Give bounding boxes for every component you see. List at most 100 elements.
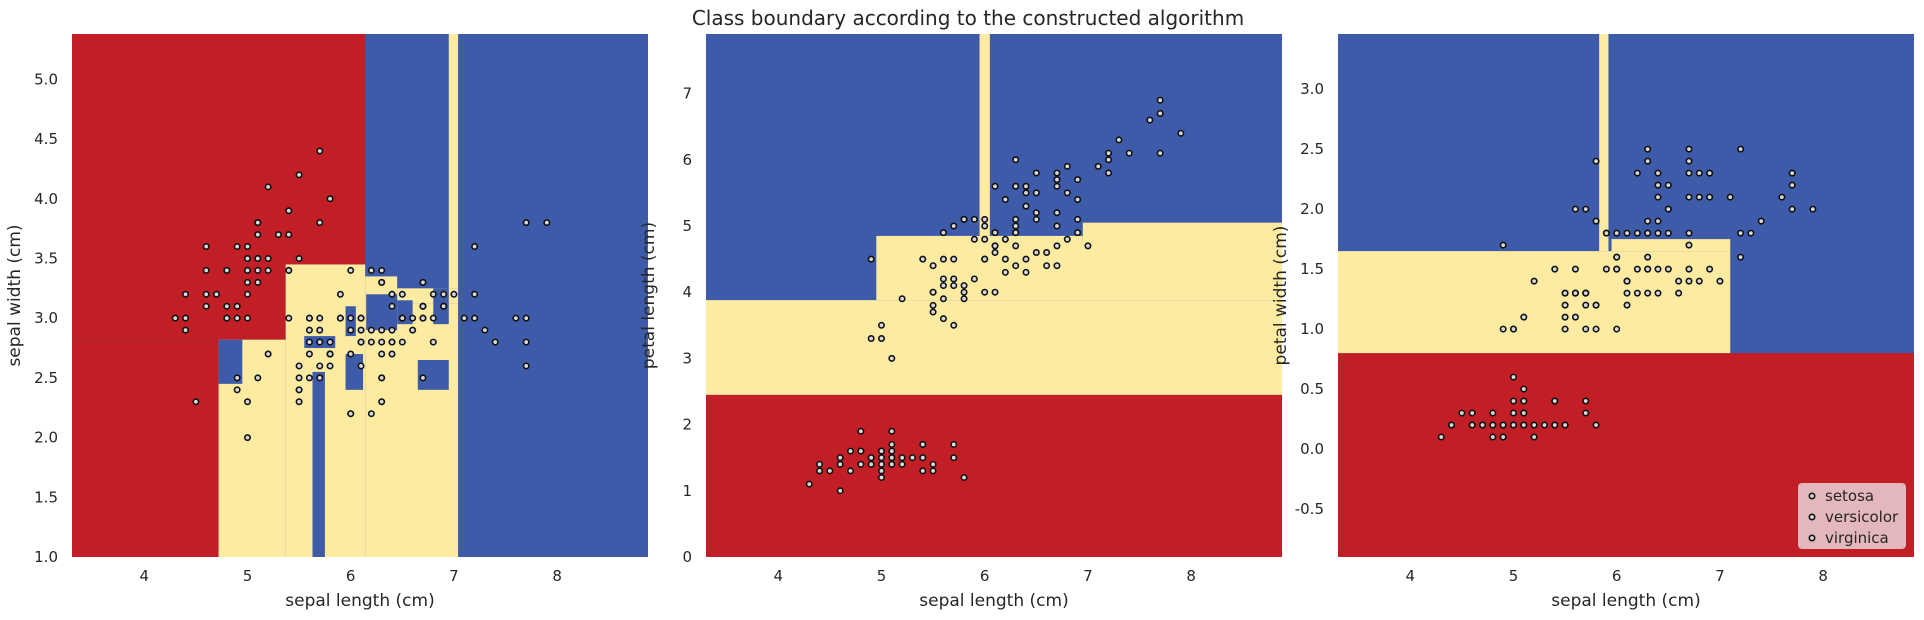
data-point [295,171,303,179]
data-point [1695,277,1703,285]
data-point [1685,229,1693,237]
decision-region-setosa [72,264,286,340]
data-point [1520,397,1528,405]
decision-region-versicolor [1082,222,1282,243]
data-point [233,374,241,382]
y-tick-label: 1.0 [34,548,58,566]
y-axis-label: petal length (cm) [639,222,659,369]
data-point [1737,229,1745,237]
decision-region-virginica [345,354,364,390]
x-tick-label: 8 [1186,567,1196,585]
data-point [223,302,231,310]
data-point [1664,229,1672,237]
data-point [471,314,479,322]
data-point [305,338,313,346]
data-point [471,290,479,298]
decision-region-setosa [72,34,366,265]
data-point [1509,373,1517,381]
data-point [1654,193,1662,201]
data-point [939,255,947,263]
data-point [295,386,303,394]
data-point [950,275,958,283]
decision-region-virginica [366,294,398,331]
data-point [1613,325,1621,333]
data-point [471,243,479,251]
data-point [1063,235,1071,243]
data-point [1551,421,1559,429]
data-point [939,315,947,323]
data-point [991,182,999,190]
data-point [1032,215,1040,223]
data-point [1571,289,1579,297]
data-point [1633,229,1641,237]
data-point [929,288,937,296]
data-point [1053,209,1061,217]
data-point [233,314,241,322]
decision-region-versicolor [365,303,459,557]
decision-region-versicolor [979,34,990,236]
data-point [1685,277,1693,285]
data-point [1571,265,1579,273]
plot-area [706,34,1282,557]
data-point [1063,162,1071,170]
data-point [1074,215,1082,223]
data-point [1788,181,1796,189]
data-point [409,326,417,334]
data-point [888,454,896,462]
data-point [1664,205,1672,213]
chart-panel-1: 4 5 6 7 8 1.0 1.5 2.0 2.5 3.0 3.5 4.0 4.5 5.0 sepal le… [5,34,648,611]
x-axis-label: sepal length (cm) [1551,591,1700,611]
data-point [1520,385,1528,393]
data-point [367,410,375,418]
decision-region-setosa [72,339,219,557]
x-tick-label: 7 [1083,567,1093,585]
data-point [805,480,813,488]
data-point [243,278,251,286]
y-tick-label: 0.5 [1300,380,1324,398]
data-point [1716,277,1724,285]
data-point [991,288,999,296]
legend: setosa versicolor virginica [1798,483,1906,549]
legend-marker-virginica [1808,534,1816,542]
data-point [857,447,865,455]
data-point [192,398,200,406]
legend-label-setosa: setosa [1825,487,1874,505]
data-point [316,314,324,322]
data-point [233,302,241,310]
data-point [1613,229,1621,237]
charts-container: 4 5 6 7 8 1.0 1.5 2.0 2.5 3.0 3.5 4.0 4.5 5.0 sepal le… [5,34,1914,611]
data-point [1685,157,1693,165]
data-point [1685,145,1693,153]
data-point [347,410,355,418]
y-tick-label: 3.5 [34,249,58,267]
data-point [1012,156,1020,164]
data-point [877,460,885,468]
data-point [1084,242,1092,250]
x-tick-label: 5 [243,567,253,585]
data-point [1032,169,1040,177]
data-point [419,302,427,310]
data-point [836,454,844,462]
data-point [1644,229,1652,237]
legend-marker-setosa [1808,492,1816,500]
data-point [1644,289,1652,297]
data-point [347,314,355,322]
data-point [182,326,190,334]
y-tick-label: 4 [682,283,692,301]
data-point [522,219,530,227]
data-point [285,207,293,215]
x-tick-label: 7 [449,567,459,585]
data-point [1468,421,1476,429]
data-point [1530,433,1538,441]
data-point [388,302,396,310]
data-point [939,275,947,283]
data-point [409,314,417,322]
legend-marker-versicolor [1808,513,1816,521]
data-point [1623,277,1631,285]
y-tick-label: 6 [682,151,692,169]
data-point [243,243,251,251]
data-point [950,222,958,230]
data-point [1053,169,1061,177]
data-point [1592,421,1600,429]
data-point [378,266,386,274]
